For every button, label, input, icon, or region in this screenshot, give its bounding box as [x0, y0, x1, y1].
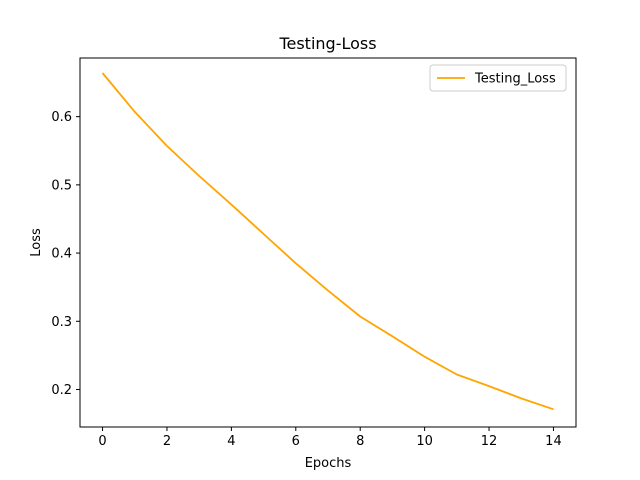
legend-box	[429, 64, 567, 92]
x-axis: 0 2 4 6 8 10 12 14	[98, 427, 562, 449]
x-tick-label: 8	[356, 434, 364, 449]
series-line	[101, 72, 554, 411]
x-tick-label: 2	[163, 434, 171, 449]
y-tick-label: 0.2	[51, 383, 72, 398]
y-tick-label: 0.6	[51, 110, 72, 125]
plot-area	[79, 57, 577, 428]
x-tick-label: 6	[292, 434, 300, 449]
x-tick-label: 10	[416, 434, 433, 449]
x-tick-label: 14	[545, 434, 562, 449]
y-tick-label: 0.5	[51, 178, 72, 193]
x-axis-label: Epochs	[305, 456, 352, 471]
y-axis: 0.2 0.3 0.4 0.5 0.6	[51, 110, 80, 398]
x-tick-label: 0	[98, 434, 106, 449]
x-tick-label: 4	[227, 434, 235, 449]
chart-title: Testing-Loss	[278, 34, 376, 53]
y-axis-label: Loss	[29, 228, 44, 257]
legend-label: Testing_Loss	[474, 72, 556, 87]
x-tick-label: 12	[481, 434, 498, 449]
y-tick-label: 0.3	[51, 315, 72, 330]
legend: Testing_Loss	[429, 64, 567, 92]
series-layer	[101, 72, 554, 411]
y-tick-label: 0.4	[51, 247, 72, 262]
